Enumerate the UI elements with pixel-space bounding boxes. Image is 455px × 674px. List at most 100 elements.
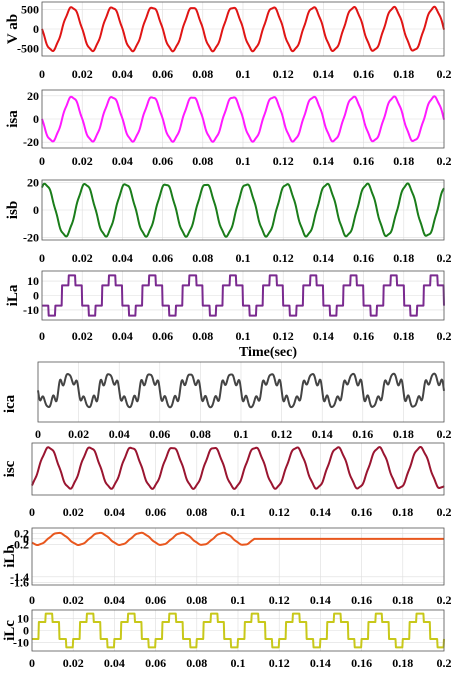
x-tick-label: 0.02 [72, 154, 93, 168]
x-tick-label: 0.12 [269, 505, 290, 519]
x-tick-label: 0.1 [231, 593, 246, 607]
x-tick-label: 0.18 [393, 154, 414, 168]
y-axis-label: isb [5, 201, 21, 219]
x-tick-label: 0.06 [152, 251, 173, 265]
x-tick-label: 0.02 [63, 593, 84, 607]
x-tick-label: 0.04 [109, 427, 130, 441]
x-tick-label: 0.16 [352, 427, 373, 441]
x-axis-label: Time(sec) [239, 345, 297, 360]
series-line-5 [37, 372, 445, 409]
y-tick-label: 20 [27, 176, 39, 190]
x-tick-label: 0.16 [353, 251, 374, 265]
x-tick-label: 0.02 [72, 329, 93, 343]
series-line-8 [31, 612, 445, 649]
y-tick-label: 10 [27, 274, 39, 288]
series-line-4 [41, 274, 445, 317]
series-line-3 [41, 182, 445, 238]
y-tick-label: -10 [23, 303, 39, 317]
x-tick-label: 0.06 [145, 505, 166, 519]
x-tick-label: 0 [29, 593, 35, 607]
x-tick-label: 0.2 [437, 427, 452, 441]
x-tick-label: 0.04 [104, 593, 125, 607]
x-tick-label: 0.18 [392, 593, 413, 607]
x-tick-label: 0.06 [152, 67, 173, 81]
y-tick-label: 0.2 [14, 526, 29, 540]
x-tick-label: 0.16 [351, 593, 372, 607]
x-tick-label: 0.14 [313, 251, 334, 265]
y-tick-label: 0 [23, 532, 29, 546]
x-tick-label: 0.16 [353, 154, 374, 168]
x-tick-label: 0.18 [393, 251, 414, 265]
x-tick-label: 0.2 [437, 154, 452, 168]
x-tick-label: 0.08 [192, 329, 213, 343]
x-tick-label: 0.08 [190, 427, 211, 441]
y-tick-label: -20 [23, 230, 39, 244]
series-line-7 [31, 531, 445, 547]
x-tick-label: 0.2 [437, 67, 452, 81]
x-tick-label: 0 [35, 427, 41, 441]
chart-panel-5: 0 0.02 0.04 0.06 0.08 0.1 0.12 0.14 0.16 0.18 0.2 i… [2, 361, 452, 441]
x-tick-label: 0.1 [236, 251, 251, 265]
x-tick-label: 0.04 [112, 329, 133, 343]
axes-frame [41, 89, 445, 149]
x-tick-label: 0.06 [149, 427, 170, 441]
y-axis-label: V ab [5, 14, 21, 44]
x-tick-label: 0.16 [353, 67, 374, 81]
chart-panel-4: 100-100 0.02 0.04 0.06 0.08 0.1 0.12 0.14 0.16 0.… [5, 270, 452, 360]
x-tick-label: 0.04 [112, 251, 133, 265]
x-tick-label: 0.12 [271, 427, 292, 441]
x-tick-label: 0.2 [437, 505, 452, 519]
x-tick-label: 0 [29, 505, 35, 519]
axes-frame [37, 361, 445, 423]
x-tick-label: 0.18 [392, 656, 413, 670]
x-tick-label: 0 [39, 67, 45, 81]
x-tick-label: 0.06 [152, 329, 173, 343]
x-tick-label: 0.02 [63, 505, 84, 519]
x-tick-label: 0.18 [393, 67, 414, 81]
series-line-1 [41, 5, 445, 53]
x-tick-label: 0.04 [112, 154, 133, 168]
x-tick-label: 0.08 [186, 656, 207, 670]
x-tick-label: 0.04 [112, 67, 133, 81]
x-tick-label: 0.2 [437, 656, 452, 670]
x-tick-label: 0.12 [269, 656, 290, 670]
y-tick-label: 10 [17, 611, 29, 625]
y-tick-label: -1.6 [10, 575, 29, 589]
y-tick-label: 0 [33, 112, 39, 126]
x-tick-label: 0.02 [72, 67, 93, 81]
y-tick-label: 500 [21, 3, 39, 17]
x-tick-label: 0.14 [312, 427, 333, 441]
x-tick-label: 0.14 [310, 656, 331, 670]
y-axis-label: isa [5, 110, 21, 128]
y-tick-label: -10 [13, 636, 29, 650]
x-tick-label: 0.02 [63, 656, 84, 670]
x-tick-label: 0.08 [192, 251, 213, 265]
x-tick-label: 0 [39, 251, 45, 265]
x-tick-label: 0.06 [145, 593, 166, 607]
x-tick-label: 0.1 [234, 427, 249, 441]
y-tick-label: 20 [27, 89, 39, 103]
x-tick-label: 0.1 [236, 329, 251, 343]
x-tick-label: 0.14 [310, 505, 331, 519]
axes-frame [31, 527, 445, 586]
x-tick-label: 0.08 [186, 593, 207, 607]
x-tick-label: 0.12 [273, 67, 294, 81]
axes-frame [41, 1, 445, 57]
x-tick-label: 0.18 [393, 427, 414, 441]
series-line-6 [31, 445, 445, 490]
x-tick-label: 0.06 [145, 656, 166, 670]
axes-frame [31, 442, 445, 496]
x-tick-label: 0.16 [353, 329, 374, 343]
y-tick-label: -500 [17, 41, 39, 55]
x-tick-label: 0.1 [236, 67, 251, 81]
y-tick-label: -0.2 [10, 537, 29, 551]
x-tick-label: 0.08 [186, 505, 207, 519]
x-tick-label: 0.12 [273, 329, 294, 343]
y-axis-label: isc [2, 460, 18, 477]
y-tick-label: 0 [23, 624, 29, 638]
x-tick-label: 0.16 [351, 656, 372, 670]
x-tick-label: 0 [39, 154, 45, 168]
x-tick-label: 0.14 [310, 593, 331, 607]
